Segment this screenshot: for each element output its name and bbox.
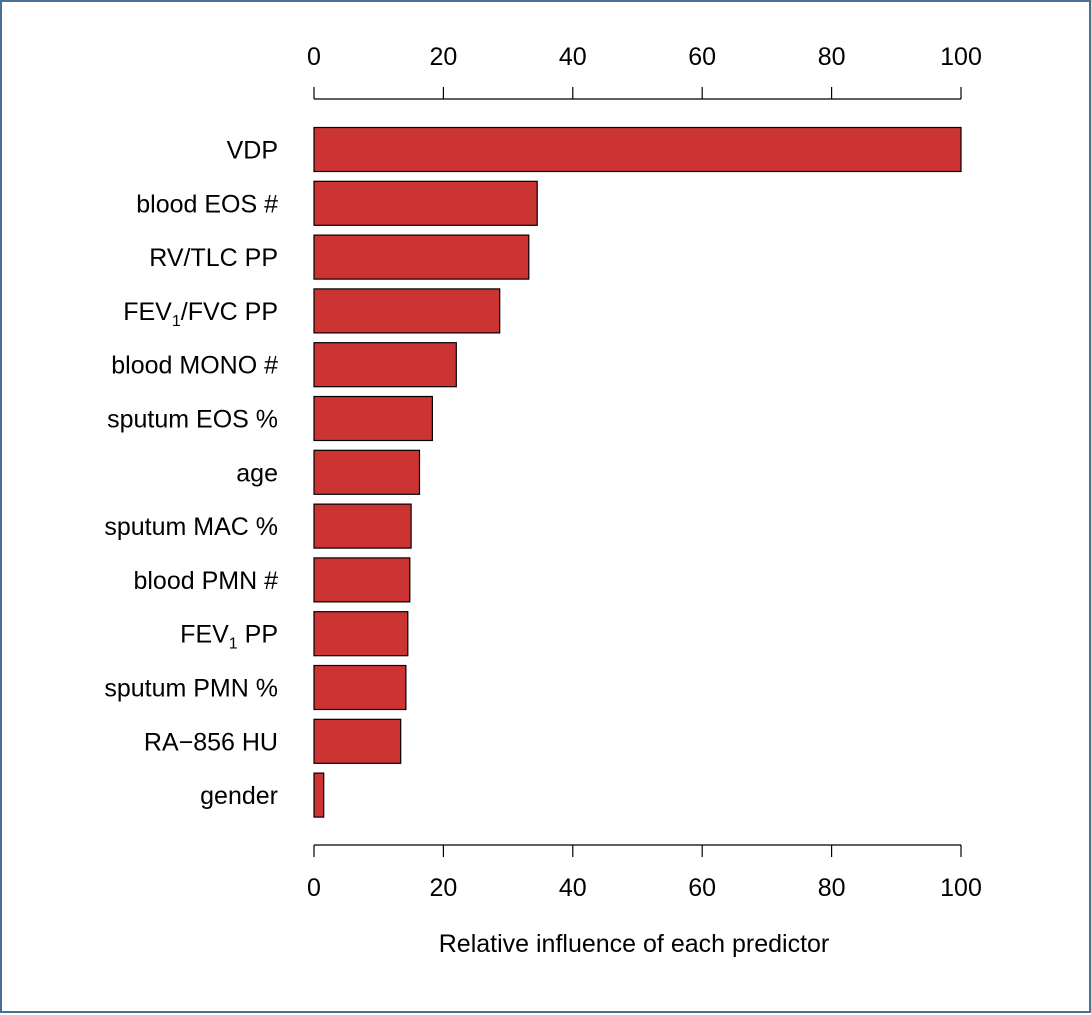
tick-label: 0 (307, 874, 321, 902)
category-label: blood EOS # (136, 190, 278, 218)
bar (313, 180, 538, 226)
bar (313, 126, 962, 173)
tick-label: 100 (940, 874, 982, 902)
x-axis-label: Relative influence of each predictor (439, 930, 830, 958)
bar (313, 557, 411, 603)
category-label: age (236, 459, 278, 487)
category-label: sputum PMN % (104, 675, 278, 703)
bar (313, 772, 325, 818)
category-label: gender (200, 782, 278, 810)
tick-label: 60 (688, 874, 716, 902)
category-label: blood PMN # (133, 567, 278, 595)
tick-label: 40 (559, 43, 587, 71)
bar (313, 664, 407, 711)
bar (313, 718, 402, 764)
bar (313, 395, 434, 442)
tick-label: 80 (818, 874, 846, 902)
bar (313, 342, 457, 388)
category-labels-group: VDP blood EOS # RV/TLC PP FEV1/FVC PP blood … (104, 137, 278, 811)
category-label: FEV1/FVC PP (123, 298, 278, 330)
tick-label: 40 (559, 874, 587, 902)
category-label: blood MONO # (111, 352, 278, 380)
bar (313, 503, 412, 549)
category-label: sputum MAC % (104, 513, 278, 541)
tick-label: 80 (818, 43, 846, 71)
category-label: sputum EOS % (107, 406, 278, 434)
bar (313, 449, 421, 495)
tick-label: 20 (429, 874, 457, 902)
category-label: FEV1 PP (180, 621, 278, 653)
category-label: VDP (227, 137, 278, 165)
category-label: RA−856 HU (144, 728, 278, 756)
bar (313, 288, 501, 334)
tick-label: 0 (307, 43, 321, 71)
category-label: RV/TLC PP (149, 244, 278, 272)
bar (313, 234, 530, 280)
bar (313, 611, 409, 657)
bottom-x-axis: 0 20 40 60 80 100 (307, 844, 982, 902)
tick-label: 60 (688, 43, 716, 71)
bars-group (313, 126, 962, 818)
tick-label: 100 (940, 43, 982, 71)
tick-label: 20 (429, 43, 457, 71)
top-x-axis: 0 20 40 60 80 100 (307, 43, 982, 100)
